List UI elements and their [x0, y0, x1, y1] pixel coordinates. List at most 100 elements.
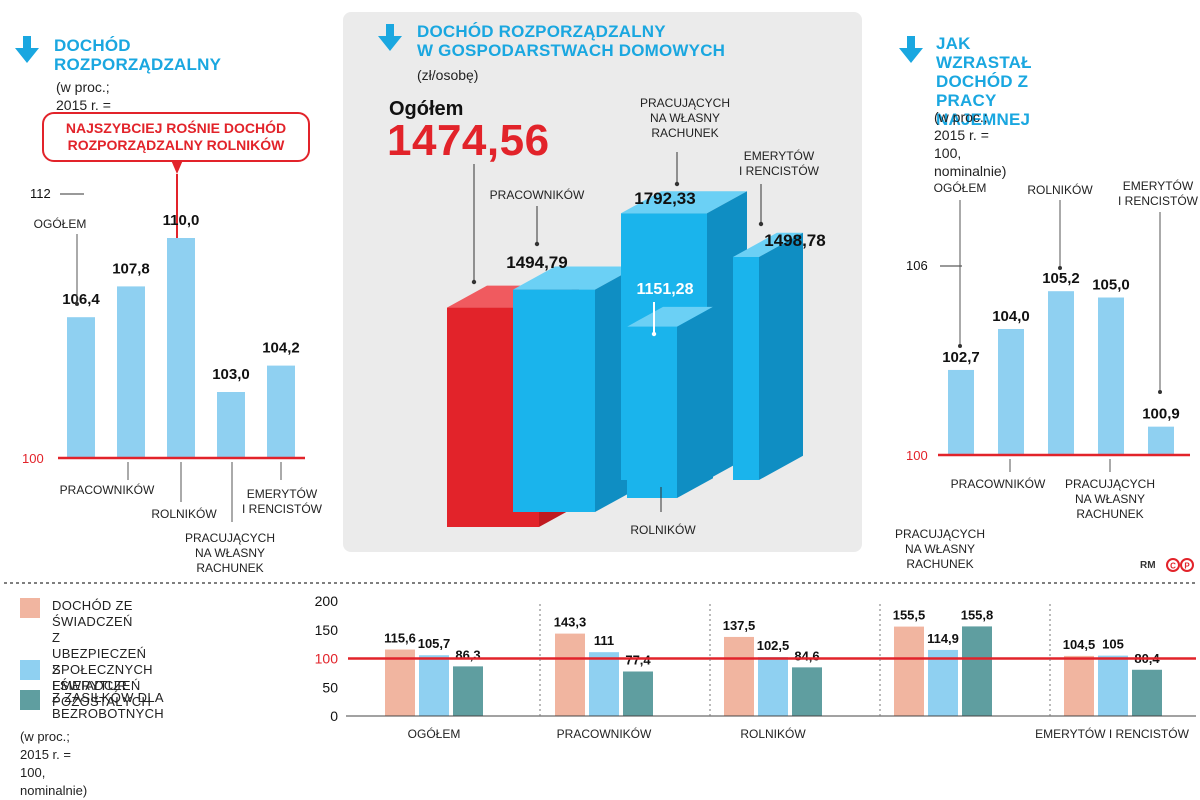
category-label: NA WŁASNY — [195, 546, 265, 560]
data-label: 86,3 — [455, 647, 480, 662]
section-divider — [4, 582, 1196, 584]
bar — [623, 671, 653, 716]
category-label: EMERYTÓW — [744, 148, 815, 163]
data-label: 111 — [594, 633, 614, 648]
category-label: I RENCISTÓW — [1118, 193, 1199, 208]
bar — [267, 365, 295, 458]
bar — [998, 329, 1024, 455]
legend-swatch-pensions — [20, 660, 40, 680]
bar — [627, 326, 677, 498]
arrow-down-icon — [15, 36, 39, 63]
category-label: EMERYTÓW I RENCISTÓW — [1035, 726, 1189, 741]
data-label: 107,8 — [112, 260, 150, 277]
legend-benefits-line1: DOCHÓD ZE ŚWIADCZEŃ — [52, 598, 133, 629]
right-subtitle-line2: nominalnie) — [934, 163, 1007, 179]
data-label: 155,8 — [961, 607, 994, 622]
bar — [758, 657, 788, 716]
legend-benefits-line3: I ŚWIADCZEŃ POZOSTAŁYCH — [52, 678, 152, 709]
category-label: ROLNIKÓW — [630, 522, 696, 537]
bar — [1148, 426, 1174, 455]
data-label: 104,2 — [262, 340, 300, 357]
leader-dot — [1158, 390, 1162, 394]
center-title-line1: DOCHÓD ROZPORZĄDZALNY — [417, 22, 666, 41]
data-label: 1792,33 — [634, 189, 695, 208]
category-label: ROLNIKÓW — [151, 506, 217, 521]
y-tick-label: 150 — [315, 622, 339, 638]
callout-line1: NAJSZYBCIEJ ROŚNIE DOCHÓD — [65, 120, 287, 136]
data-label: 1498,78 — [764, 231, 825, 250]
category-label: PRACOWNIKÓW — [60, 482, 155, 497]
data-label: 104,5 — [1063, 637, 1096, 652]
left-title-line1: DOCHÓD — [54, 36, 131, 55]
right-title-line2: DOCHÓD Z PRACY — [936, 72, 1029, 110]
bar — [555, 633, 585, 716]
bar — [67, 317, 95, 458]
y-tick-label: 50 — [322, 679, 338, 695]
left-title-line2: ROZPORZĄDZALNY — [54, 55, 222, 74]
bar — [1098, 655, 1128, 716]
bar-side — [677, 306, 713, 498]
category-label: RACHUNEK — [1076, 507, 1143, 521]
category-label: ROLNIKÓW — [1027, 182, 1093, 197]
legend-swatch-benefits — [20, 598, 40, 618]
y-tick-label: 112 — [30, 186, 51, 201]
left-title: DOCHÓD ROZPORZĄDZALNY — [54, 36, 221, 74]
y-tick-label: 100 — [906, 448, 928, 463]
data-label: 105,2 — [1042, 270, 1080, 287]
bar — [419, 655, 449, 716]
total-value: 1474,56 — [387, 116, 550, 165]
category-label: EMERYTÓW — [1123, 178, 1194, 193]
legend-unemployment-line1: Z ZASIŁKÓW DLA — [52, 690, 164, 705]
leader-dot — [674, 181, 680, 187]
bar — [117, 286, 145, 458]
leader-dot — [758, 221, 764, 227]
data-label: 84,6 — [794, 648, 819, 663]
credit: RM — [1140, 560, 1156, 571]
category-label: ROLNIKÓW — [740, 726, 806, 741]
right-subtitle-line1: (w proc.; 2015 r. = 100, — [934, 109, 989, 161]
data-label: 105,7 — [418, 636, 451, 651]
bar — [928, 649, 958, 716]
category-label: PRACUJĄCYCH — [1065, 477, 1155, 491]
category-label: I RENCISTÓW — [242, 501, 323, 516]
leader-dot — [958, 344, 962, 348]
bar-side — [759, 232, 803, 480]
legend-unemployment-line2: BEZROBOTNYCH — [52, 706, 164, 721]
left-callout: NAJSZYBCIEJ ROŚNIE DOCHÓD ROZPORZĄDZALNY… — [42, 112, 310, 162]
bar — [724, 636, 754, 716]
y-tick-label: 106 — [906, 258, 928, 273]
data-label: 1494,79 — [506, 253, 567, 272]
category-label: OGÓŁEM — [34, 216, 87, 231]
leader-dot — [534, 241, 540, 247]
data-label: 106,4 — [62, 291, 100, 308]
category-label: RACHUNEK — [651, 126, 718, 140]
bar — [1132, 669, 1162, 716]
data-label: 102,7 — [942, 349, 980, 366]
data-label: 102,5 — [757, 638, 790, 653]
left-chart: 112 100 106,4 107,8 110,0 103,0 104,2 OGÓŁEM PRA… — [22, 186, 323, 575]
bar — [385, 649, 415, 716]
legend-pensions-line1: Z EMERYTUR — [52, 662, 128, 693]
bar — [962, 626, 992, 716]
bottom-chart: 0 50 100 150 200 115,6 143,3 137,5 155,5 104,5 105… — [315, 527, 1196, 741]
y-tick-label: 100 — [22, 451, 44, 466]
data-label: 110,0 — [163, 212, 200, 229]
y-tick-label: 100 — [315, 651, 339, 667]
legend-label-benefits: DOCHÓD ZE ŚWIADCZEŃ Z UBEZPIECZEŃ SPOŁEC… — [52, 598, 153, 710]
category-label: PRACUJĄCYCH — [895, 527, 985, 541]
svg-text:C: C — [1170, 562, 1176, 571]
bar — [1048, 291, 1074, 455]
y-tick-label: 200 — [315, 593, 339, 609]
data-label: 115,6 — [384, 631, 416, 646]
bar — [1098, 297, 1124, 455]
data-label: 104,0 — [992, 308, 1030, 325]
bar — [513, 289, 595, 512]
category-label: I RENCISTÓW — [739, 163, 820, 178]
callout-pointer — [171, 160, 183, 238]
data-label: 105,0 — [1092, 277, 1130, 294]
category-label: PRACUJĄCYCH — [640, 96, 730, 110]
data-label: 155,5 — [893, 608, 926, 623]
category-label: RACHUNEK — [906, 557, 973, 571]
bar — [792, 667, 822, 716]
